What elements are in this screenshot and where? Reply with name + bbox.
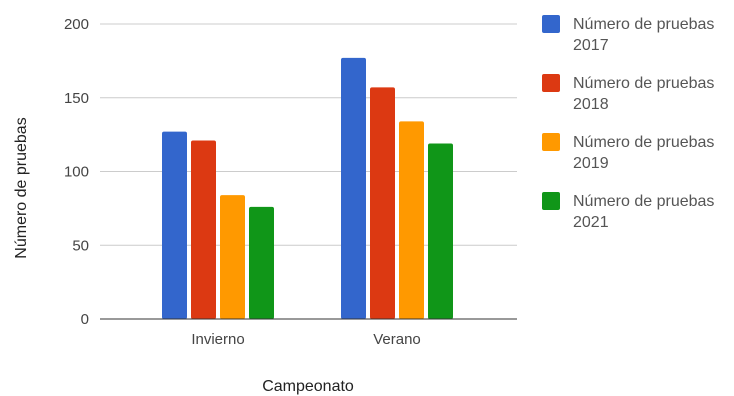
y-tick-label: 200 [64, 16, 89, 33]
legend-item: Número de pruebas 2018 [542, 73, 734, 132]
legend-item: Número de pruebas 2021 [542, 191, 734, 250]
y-tick-label: 50 [72, 237, 89, 254]
y-tick-label: 100 [64, 164, 89, 181]
y-tick-label: 150 [64, 90, 89, 107]
bars [162, 57, 453, 320]
bar [191, 140, 216, 319]
legend-swatch [542, 133, 560, 151]
legend-item: Número de pruebas 2017 [542, 14, 734, 73]
legend-swatch [542, 15, 560, 33]
x-tick-label: Invierno [191, 331, 244, 348]
legend: Número de pruebas 2017 Número de pruebas … [542, 14, 734, 250]
y-tick-label: 0 [81, 311, 89, 328]
bar [162, 131, 187, 319]
bar [370, 87, 395, 319]
bar [428, 143, 453, 319]
legend-label: Número de pruebas 2019 [573, 134, 715, 172]
legend-item: Número de pruebas 2019 [542, 132, 734, 191]
y-axis-title: Número de pruebas [13, 117, 30, 258]
bar [220, 195, 245, 319]
x-axis-ticks: Invierno Verano [191, 331, 420, 348]
legend-swatch [542, 74, 560, 92]
bar [249, 206, 274, 319]
legend-label: Número de pruebas 2018 [573, 75, 715, 113]
bar [399, 121, 424, 319]
legend-swatch [542, 192, 560, 210]
legend-label: Número de pruebas 2017 [573, 16, 715, 54]
x-axis-title: Campeonato [262, 378, 354, 395]
legend-label: Número de pruebas 2021 [573, 193, 715, 231]
y-axis-ticks: 0 50 100 150 200 [64, 16, 89, 328]
bar [341, 57, 366, 320]
x-tick-label: Verano [373, 331, 421, 348]
